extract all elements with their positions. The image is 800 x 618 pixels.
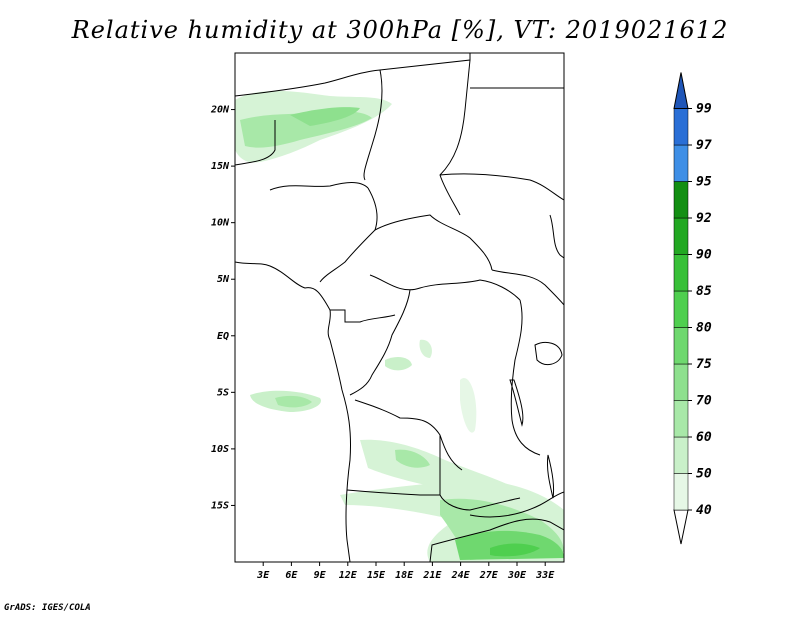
lon-tick-label: 15E — [367, 570, 386, 581]
colorbar-segment — [673, 473, 689, 511]
border-chad-car — [374, 214, 493, 271]
lon-tick-label: 33E — [535, 570, 555, 581]
country-borders — [235, 53, 564, 562]
humidity-patch-angola-west-core — [275, 395, 312, 408]
humidity-patch-north-core — [240, 111, 372, 148]
coastline-west-africa — [235, 261, 351, 562]
colorbar-label: 95 — [696, 175, 712, 190]
lat-tick-label: 15N — [211, 161, 230, 172]
border-nigeria-cameroon — [319, 187, 378, 283]
colorbar-label: 50 — [696, 467, 712, 482]
colorbar-label: 75 — [696, 357, 712, 372]
colorbar: 40 50 60 70 75 80 85 90 92 95 97 99 — [673, 72, 712, 545]
colorbar-label: 60 — [696, 430, 712, 445]
colorbar-label: 85 — [696, 284, 712, 299]
border-drc-east — [510, 299, 541, 456]
humidity-patch-congo — [385, 357, 412, 371]
border-angola-zambia — [439, 435, 521, 511]
lon-tick-label: 24E — [451, 570, 471, 581]
lon-tick-label: 6E — [285, 570, 298, 581]
colorbar-label: 99 — [696, 102, 712, 117]
border-congo-drc — [349, 289, 411, 396]
lake-malawi — [547, 454, 555, 499]
humidity-patch-south-max — [490, 543, 540, 557]
colorbar-segment — [673, 181, 689, 219]
border-cameroon-congo — [330, 309, 396, 323]
colorbar-segment — [673, 363, 689, 401]
lake-victoria — [534, 342, 563, 366]
border-ethiopia — [549, 214, 564, 259]
lat-tick-label: 10S — [211, 444, 229, 455]
border-mali-burkina — [235, 120, 276, 166]
lake-tanganyika — [509, 379, 524, 427]
colorbar-segment — [673, 254, 689, 292]
colorbar-segment — [673, 436, 689, 474]
colorbar-label: 97 — [696, 138, 712, 153]
colorbar-segment — [673, 108, 689, 146]
lat-tick-label: 10N — [211, 218, 230, 229]
lon-tick-label: 9E — [314, 570, 327, 581]
humidity-patch-angola-core — [395, 449, 430, 468]
border-zambia-zimbabwe — [469, 491, 564, 518]
humidity-shading — [235, 90, 564, 562]
longitude-axis: 3E 6E 9E 12E 15E 18E 21E 24E 27E 30E 33E — [256, 562, 555, 581]
latitude-axis: 20N 15N 10N 5N EQ 5S 10S 15S — [210, 105, 235, 511]
lon-tick-label: 12E — [339, 570, 358, 581]
border-mali-niger — [235, 53, 471, 97]
border-south-sudan-drc — [491, 269, 564, 306]
border-drc-angola — [354, 399, 463, 471]
border-car-drc — [369, 274, 521, 301]
colorbar-upper-arrow — [673, 72, 689, 109]
lon-tick-label: 3E — [256, 570, 270, 581]
humidity-patch-central — [460, 378, 477, 433]
credit-text: GrADS: IGES/COLA — [4, 603, 91, 613]
lat-tick-label: 5N — [217, 274, 230, 285]
border-namibia — [346, 489, 440, 496]
lat-tick-label: 20N — [210, 105, 230, 116]
lon-tick-label: 27E — [479, 570, 499, 581]
colorbar-label: 92 — [696, 211, 712, 226]
colorbar-label: 40 — [696, 503, 712, 518]
colorbar-segment — [673, 144, 689, 182]
lon-tick-label: 21E — [422, 570, 442, 581]
humidity-patch-gabon — [419, 339, 432, 358]
border-south — [429, 518, 564, 562]
border-niger-chad — [363, 69, 383, 181]
humidity-patch-north-east — [290, 107, 360, 126]
colorbar-label: 80 — [696, 321, 712, 336]
border-niger-nigeria — [269, 182, 369, 191]
colorbar-label: 70 — [696, 394, 712, 409]
colorbar-segment — [673, 217, 689, 255]
colorbar-segment — [673, 290, 689, 328]
border-chad-sudan — [439, 59, 471, 216]
colorbar-segment — [673, 400, 689, 438]
lat-tick-label: 15S — [211, 500, 229, 511]
colorbar-segment — [673, 327, 689, 365]
lat-tick-label: EQ — [217, 331, 229, 342]
map-frame — [234, 52, 565, 563]
lon-tick-label: 18E — [395, 570, 414, 581]
border-sudan-south-sudan — [439, 173, 564, 201]
lat-tick-label: 5S — [217, 387, 229, 398]
colorbar-label: 90 — [696, 248, 712, 263]
chart-title: Relative humidity at 300hPa [%], VT: 201… — [71, 16, 729, 44]
colorbar-lower-arrow — [673, 509, 689, 545]
lon-tick-label: 30E — [507, 570, 527, 581]
